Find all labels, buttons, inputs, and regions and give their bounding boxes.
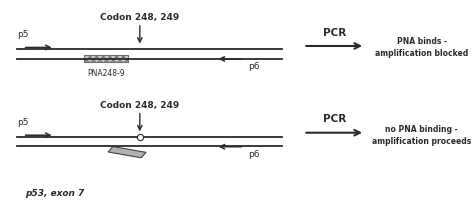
Text: PNA248-9: PNA248-9 [87,69,125,78]
Text: p6: p6 [248,150,260,159]
Text: amplification proceeds: amplification proceeds [372,136,472,146]
Text: no PNA binding -: no PNA binding - [385,125,458,134]
Bar [84,55,128,62]
Text: PCR: PCR [322,28,346,38]
Bar [84,55,128,62]
Text: amplification blocked: amplification blocked [375,49,468,58]
Text: p6: p6 [248,62,260,71]
Polygon shape [108,147,146,158]
Text: p5: p5 [17,118,28,127]
Text: PNA binds -: PNA binds - [397,37,447,46]
Text: PCR: PCR [322,114,346,124]
Text: p53, exon 7: p53, exon 7 [25,189,84,198]
Text: Codon 248, 249: Codon 248, 249 [100,101,180,110]
Text: p5: p5 [17,30,28,39]
Text: Codon 248, 249: Codon 248, 249 [100,13,180,22]
